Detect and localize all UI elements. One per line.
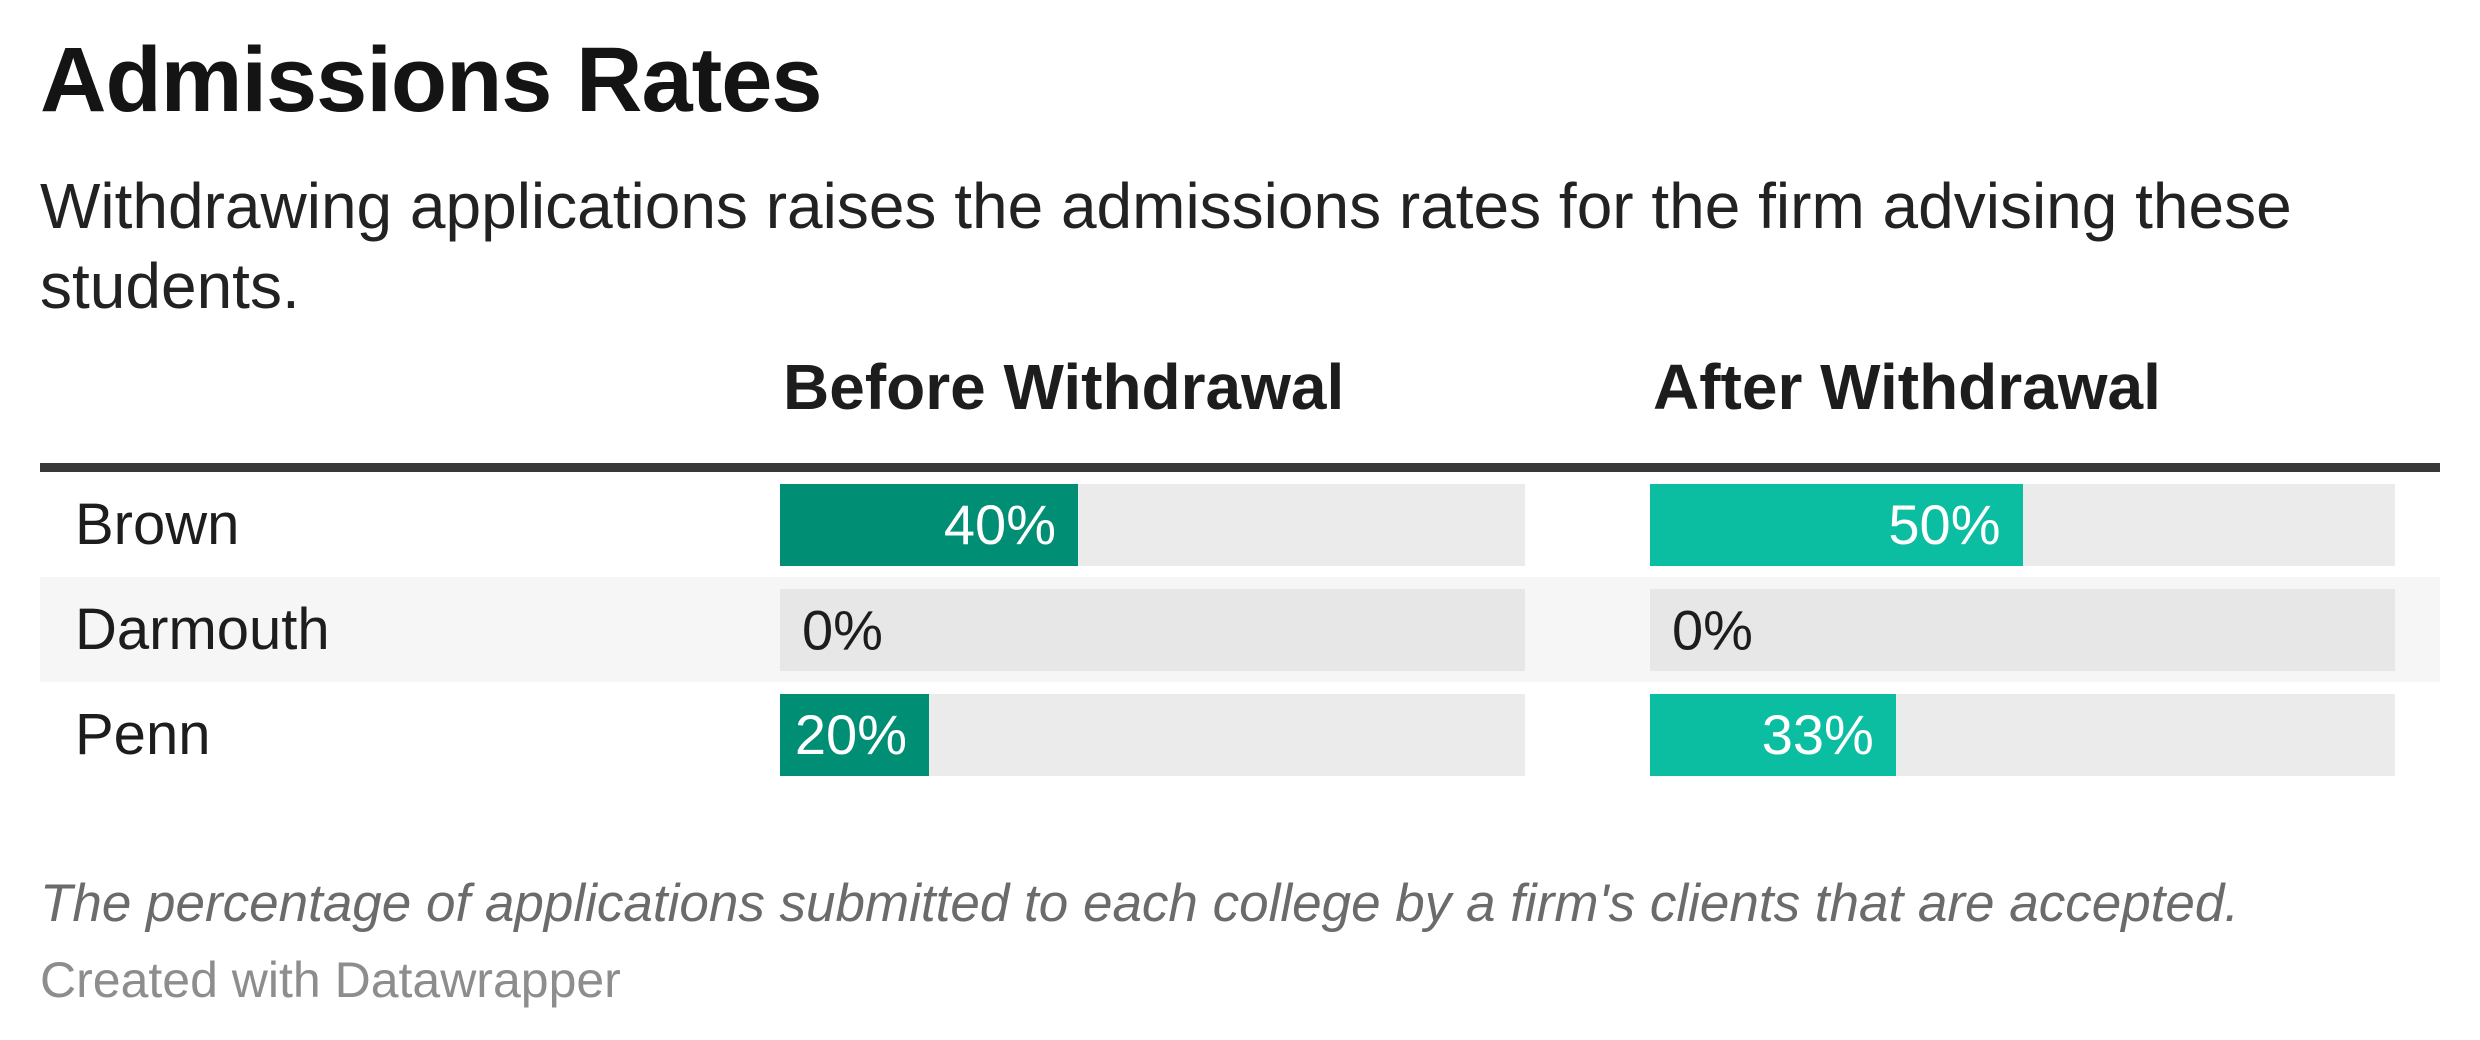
bar-table: Brown 40% 40% 50% 50% [40,472,2440,787]
row-label: Darmouth [75,597,330,662]
row-label: Penn [75,702,211,767]
bar-track: 0% 0% [1650,588,2395,671]
table-row-darmouth: Darmouth 0% 0% 0% 0% [40,577,2440,682]
bar-track: 0% 0% [780,588,1525,671]
bar-cell-after: 33% 33% [1650,693,2395,776]
bar-cell-after: 50% 50% [1650,483,2395,566]
table-row-penn: Penn 20% 20% 33% 33% [40,682,2440,787]
column-gap-spacer [1525,352,1650,422]
column-header-row: Before Withdrawal After Withdrawal [40,351,2440,423]
bar-value-label: 50% [1888,493,2001,556]
bar-cell-after: 0% 0% [1650,588,2395,671]
row-label: Brown [75,492,240,557]
bar-cell-before: 20% 20% [780,693,1525,776]
page-title: Admissions Rates [40,29,823,131]
table-row-brown: Brown 40% 40% 50% 50% [40,472,2440,577]
bar-track: 33% 33% [1650,693,2395,776]
bar-track: 20% 20% [780,693,1525,776]
label-column-spacer [40,352,780,422]
bar-cell-before: 0% 0% [780,588,1525,671]
column-header-before: Before Withdrawal [783,351,1345,423]
bar-cell-before: 40% 40% [780,483,1525,566]
bar-fill-after: 50% [1650,483,2023,566]
bar-zero-label: 0% [1672,598,1753,661]
bar-track: 50% 50% [1650,483,2395,566]
chart-footnote: The percentage of applications submitted… [40,874,2240,933]
chart-subtitle: Withdrawing applications raises the admi… [40,170,2292,322]
bar-fill-before: 40% [780,483,1078,566]
bar-value-label: 40% [943,493,1056,556]
bar-fill-after: 33% [1650,693,1896,776]
datawrapper-credit: Created with Datawrapper [40,952,621,1008]
bar-track: 40% 40% [780,483,1525,566]
column-header-after: After Withdrawal [1653,351,2161,423]
header-divider-rule [40,463,2440,472]
bar-value-label: 20% [794,703,907,766]
tail-spacer [2395,352,2440,422]
bar-value-label: 33% [1761,703,1874,766]
bar-fill-before: 20% [780,693,929,776]
bar-zero-label: 0% [802,598,883,661]
